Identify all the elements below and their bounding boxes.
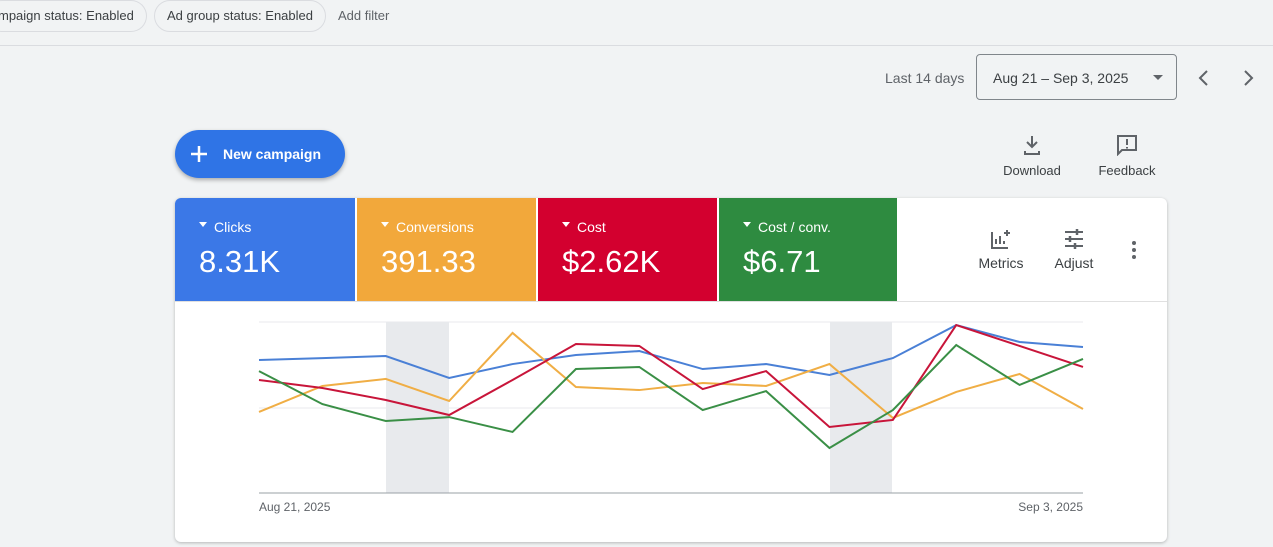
label: Feedback [1098,163,1156,178]
metrics-icon [991,230,1010,249]
button-label: New campaign [223,146,322,162]
metric-value: 8.31K [199,244,281,279]
date-value: Aug 21 – Sep 3, 2025 [993,70,1129,86]
metric-tile[interactable]: Cost / conv. $6.71 [719,198,897,301]
metric-label: Clicks [199,219,251,235]
x-end-label: Sep 3, 2025 [1018,500,1083,514]
download-icon [1024,136,1040,155]
label: Metrics [978,255,1024,271]
metric-tile[interactable]: Conversions 391.33 [357,198,536,301]
metric-label: Cost [562,219,606,235]
nav-arrows[interactable] [1195,68,1265,88]
plus-icon [191,146,207,162]
add-filter[interactable]: Add filter [338,8,390,23]
caret [1153,75,1163,80]
date-label: Last 14 days [885,70,965,86]
series-line [258,324,1084,379]
label: Adjust [1054,255,1094,271]
adjust-button[interactable]: Adjust [1029,228,1119,271]
metric-label: Cost / conv. [743,219,831,235]
more-menu[interactable] [1128,240,1140,262]
metric-label: Conversions [381,219,474,235]
divider [0,45,1273,46]
adjust-icon [1065,229,1083,249]
metric-value: $6.71 [743,244,821,279]
label: Download [1003,163,1061,178]
metric-value: 391.33 [381,244,476,279]
new-campaign-button[interactable]: New campaign [175,130,345,178]
series-line [258,331,1084,420]
metric-tile[interactable]: Clicks 8.31K [175,198,355,301]
metric-value: $2.62K [562,244,661,279]
feedback-icon [1117,135,1137,157]
x-start-label: Aug 21, 2025 [259,500,331,514]
series-line [258,323,1084,429]
metric-tile[interactable]: Cost $2.62K [538,198,717,301]
series-line [258,343,1084,450]
divider [175,301,1167,302]
date-dropdown[interactable]: Aug 21 – Sep 3, 2025 [976,54,1177,100]
download-button[interactable]: Download [987,134,1077,178]
feedback-button[interactable]: Feedback [1082,134,1172,178]
metrics-button[interactable]: Metrics [956,228,1046,271]
filter-chip[interactable]: mpaign status: Enabled [0,0,147,32]
filter-chip[interactable]: Ad group status: Enabled [154,0,326,32]
